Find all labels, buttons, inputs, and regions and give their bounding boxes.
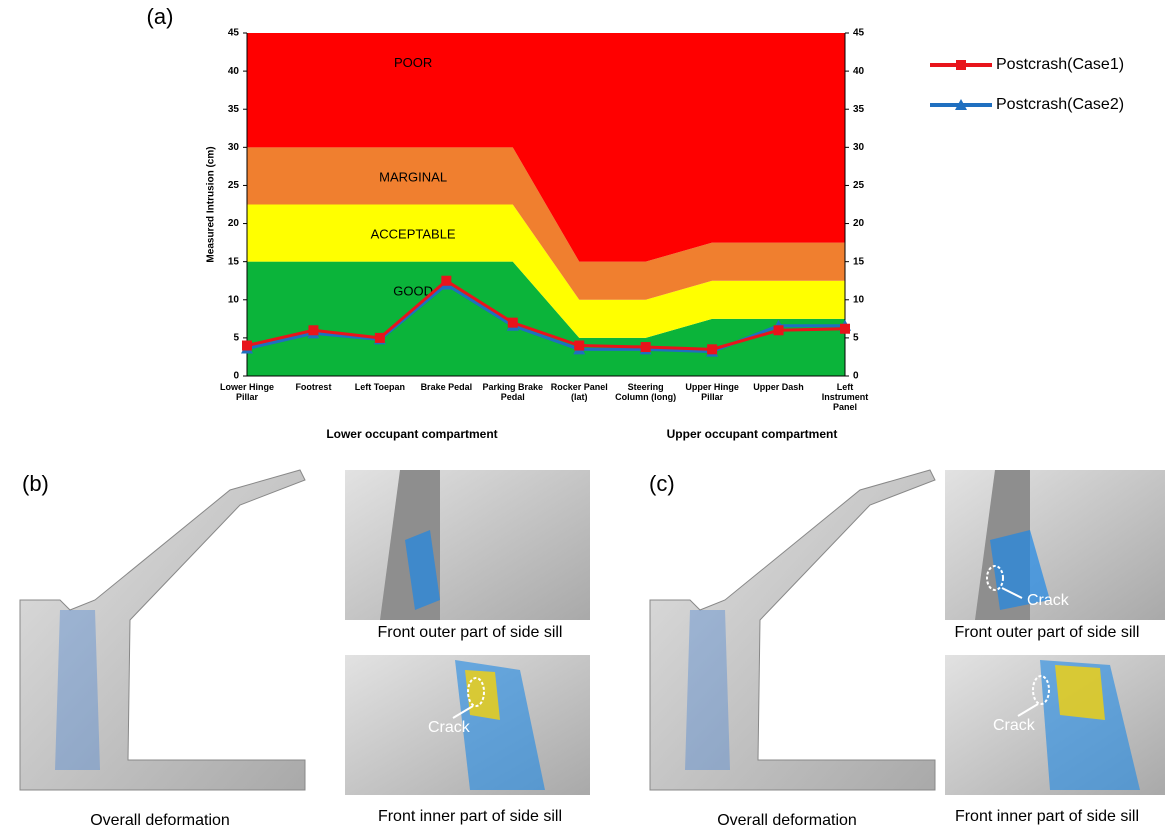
band-label: ACCEPTABLE <box>371 226 456 241</box>
point <box>707 344 717 354</box>
x-tick-label: Upper Dash <box>748 382 810 392</box>
caption: Front outer part of side sill <box>378 624 563 641</box>
caption: Overall deformation <box>90 812 230 829</box>
y-axis-label: Measured Intrusion (cm) <box>206 146 217 262</box>
crack-label: Crack <box>1027 592 1070 609</box>
point <box>242 341 252 351</box>
y-tick-label: 20 <box>228 218 240 229</box>
y2-tick-label: 20 <box>853 218 865 229</box>
group-label: Lower occupant compartment <box>326 427 497 441</box>
y-tick-label: 35 <box>228 104 240 115</box>
x-tick-label: Left Toepan <box>349 382 411 392</box>
panel-label: (b) <box>22 471 49 496</box>
panel-label: (a) <box>147 4 174 29</box>
band-label: MARGINAL <box>379 169 447 184</box>
x-tick-label: Footrest <box>282 382 344 392</box>
x-tick-label: Brake Pedal <box>415 382 477 392</box>
y2-tick-label: 5 <box>853 333 859 344</box>
y2-tick-label: 30 <box>853 142 865 153</box>
caption: Overall deformation <box>717 812 857 829</box>
legend-label: Postcrash(Case2) <box>996 96 1124 113</box>
x-tick-label: Left Instrument Panel <box>814 382 876 412</box>
point <box>375 333 385 343</box>
y2-tick-label: 25 <box>853 180 865 191</box>
caption: Front inner part of side sill <box>378 808 562 825</box>
y-tick-label: 30 <box>228 142 240 153</box>
legend-label: Postcrash(Case1) <box>996 56 1124 73</box>
x-tick-label: Parking Brake Pedal <box>482 382 544 402</box>
y-tick-label: 10 <box>228 294 240 305</box>
y2-tick-label: 15 <box>853 256 865 267</box>
image-inner-c <box>945 655 1165 795</box>
figure-svg: (a) GOODACCEPTABLEMARGINALPOOR0510152025… <box>0 0 1171 833</box>
point <box>508 318 518 328</box>
point <box>574 341 584 351</box>
band-label: POOR <box>394 55 432 70</box>
caption: Front inner part of side sill <box>955 808 1139 825</box>
y-tick-label: 15 <box>228 256 240 267</box>
y-tick-label: 45 <box>228 28 240 39</box>
point <box>774 325 784 335</box>
point <box>641 342 651 352</box>
point <box>441 276 451 286</box>
y2-tick-label: 35 <box>853 104 865 115</box>
point <box>956 60 966 70</box>
group-label: Upper occupant compartment <box>667 427 838 441</box>
caption: Front outer part of side sill <box>955 624 1140 641</box>
y-tick-label: 5 <box>233 333 239 344</box>
crack-label: Crack <box>993 717 1036 734</box>
x-tick-label: Lower Hinge Pillar <box>216 382 278 402</box>
point <box>308 325 318 335</box>
x-tick-label: Rocker Panel (lat) <box>548 382 610 402</box>
point <box>840 324 850 334</box>
y-tick-label: 25 <box>228 180 240 191</box>
y2-tick-label: 0 <box>853 371 859 382</box>
crack-label: Crack <box>428 719 471 736</box>
y-tick-label: 40 <box>228 66 240 77</box>
x-tick-label: Upper Hinge Pillar <box>681 382 743 402</box>
panel-label: (c) <box>649 471 675 496</box>
y2-tick-label: 40 <box>853 66 865 77</box>
y2-tick-label: 10 <box>853 294 865 305</box>
y2-tick-label: 45 <box>853 28 865 39</box>
image-overall-c <box>650 470 935 790</box>
x-tick-label: Steering Column (long) <box>615 382 677 402</box>
y-tick-label: 0 <box>233 371 239 382</box>
image-outer-b <box>345 470 590 620</box>
image-overall-b <box>20 470 305 790</box>
figure: (a) GOODACCEPTABLEMARGINALPOOR0510152025… <box>0 0 1171 833</box>
